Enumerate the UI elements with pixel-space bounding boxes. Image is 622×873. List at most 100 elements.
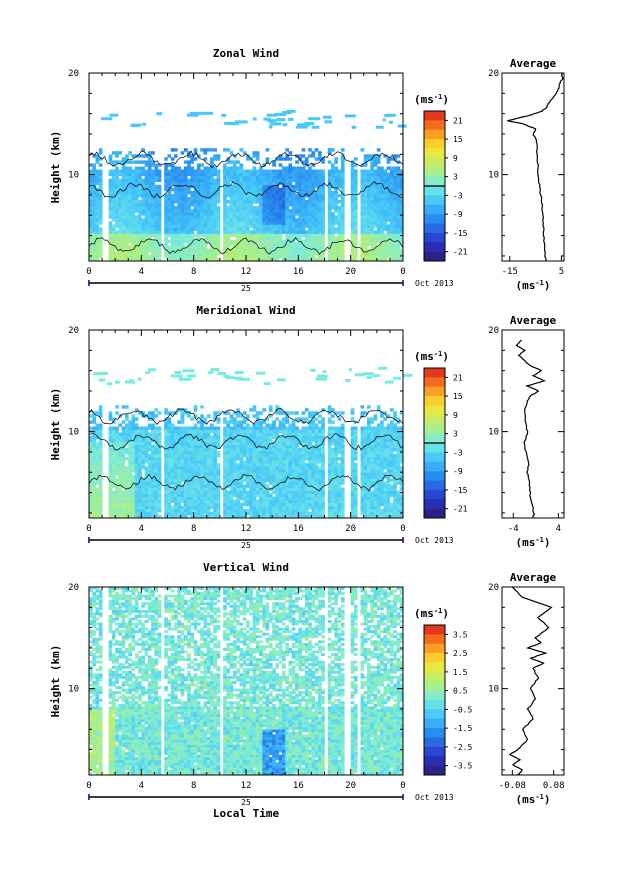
heatmap-cell — [389, 254, 394, 259]
heatmap-cell — [236, 499, 240, 504]
heatmap-cell — [131, 224, 136, 228]
heatmap-cell — [151, 178, 155, 183]
heatmap-cell — [206, 438, 211, 443]
heatmap-cell — [167, 469, 172, 473]
heatmap-cell — [321, 175, 325, 179]
heatmap-cell — [147, 163, 152, 167]
heatmap-cell — [389, 193, 394, 198]
heatmap-cell — [246, 209, 250, 213]
heatmap-cell — [98, 444, 103, 449]
heatmap-cell — [167, 251, 172, 256]
heatmap-cell — [304, 175, 309, 179]
heatmap-cell — [249, 209, 253, 213]
heatmap-cell — [190, 481, 195, 485]
heatmap-cell — [367, 178, 371, 183]
heatmap-cell — [282, 508, 286, 513]
heatmap-cell — [278, 236, 283, 240]
heatmap-cell — [174, 258, 178, 262]
heatmap-cell — [370, 193, 374, 198]
heatmap-cell — [259, 224, 263, 228]
heatmap-cell — [376, 200, 381, 204]
heatmap-cell — [275, 499, 280, 504]
heatmap-cell — [210, 435, 214, 440]
heatmap-cell — [141, 450, 145, 455]
heatmap-cell — [154, 408, 159, 412]
heatmap-cell — [121, 472, 126, 476]
heatmap-cell — [249, 429, 253, 433]
heatmap-cell — [170, 209, 175, 213]
heatmap-cell — [308, 236, 312, 240]
heatmap-cell — [170, 466, 175, 470]
heatmap-cell — [125, 405, 129, 409]
heatmap-cell — [282, 411, 286, 415]
heatmap-cell — [229, 429, 234, 433]
heatmap-cell — [115, 438, 119, 443]
heatmap-cell — [167, 417, 172, 421]
heatmap-cell — [370, 187, 374, 192]
heatmap-cell — [177, 478, 181, 482]
heatmap-cell — [295, 245, 299, 250]
heatmap-cell — [268, 215, 273, 219]
heatmap-cell — [223, 227, 227, 231]
heatmap-cell — [190, 203, 195, 207]
heatmap-cell — [95, 447, 100, 452]
heatmap-cell — [246, 441, 250, 446]
heatmap-cell — [200, 227, 204, 231]
heatmap-cell — [200, 420, 204, 424]
heatmap-cell — [252, 414, 257, 418]
heatmap-cell — [298, 478, 302, 482]
heatmap-cell — [386, 157, 391, 161]
heatmap-cell — [304, 184, 309, 189]
heatmap-cell — [125, 245, 129, 250]
heatmap-cell — [229, 248, 234, 253]
heatmap-cell — [282, 435, 286, 440]
heatmap-cell — [370, 160, 374, 164]
heatmap-cell — [268, 193, 273, 198]
heatmap-cell — [193, 242, 198, 247]
heatmap-cell — [151, 227, 155, 231]
heatmap-cell — [399, 258, 404, 262]
heatmap-cell — [134, 493, 139, 497]
heatmap-cell — [350, 221, 355, 225]
heatmap-cell — [223, 496, 227, 501]
heatmap-cell — [393, 175, 397, 179]
heatmap-cell — [282, 248, 286, 253]
heatmap-cell — [268, 438, 273, 443]
heatmap-cell — [95, 154, 100, 158]
heatmap-cell — [278, 508, 283, 513]
heatmap-cell — [383, 154, 388, 158]
heatmap-cell — [134, 254, 139, 259]
heatmap-cell — [89, 221, 93, 225]
heatmap-cell — [177, 197, 181, 201]
heatmap-cell — [291, 454, 296, 458]
heatmap-cell — [138, 441, 142, 446]
heatmap-cell — [108, 251, 113, 256]
heatmap-cell — [92, 169, 96, 173]
heatmap-cell — [318, 178, 322, 183]
heatmap-cell — [275, 209, 280, 213]
heatmap-cell — [259, 172, 263, 176]
heatmap-cell — [376, 197, 381, 201]
heatmap-cell — [301, 469, 306, 473]
heatmap-cell — [272, 435, 276, 440]
heatmap-cell — [321, 245, 325, 250]
heatmap-cell — [138, 193, 142, 198]
heatmap-cell — [360, 227, 365, 231]
heatmap-cell — [190, 200, 195, 204]
heatmap-cell — [213, 215, 217, 219]
heatmap-cell — [272, 218, 276, 222]
heatmap-cell — [363, 175, 368, 179]
heatmap-cell — [340, 197, 345, 201]
heatmap-cell — [203, 181, 208, 186]
heatmap-cell — [98, 414, 103, 418]
heatmap-cell — [255, 484, 260, 488]
heatmap-cell — [282, 227, 286, 231]
heatmap-cell — [190, 493, 195, 497]
heatmap-cell — [121, 221, 126, 225]
heatmap-cell — [92, 460, 96, 464]
heatmap-cell — [131, 187, 136, 192]
heatmap-cell — [190, 432, 195, 436]
heatmap-cell — [210, 166, 214, 170]
heatmap-cell — [314, 181, 319, 186]
heatmap-cell — [334, 181, 338, 186]
